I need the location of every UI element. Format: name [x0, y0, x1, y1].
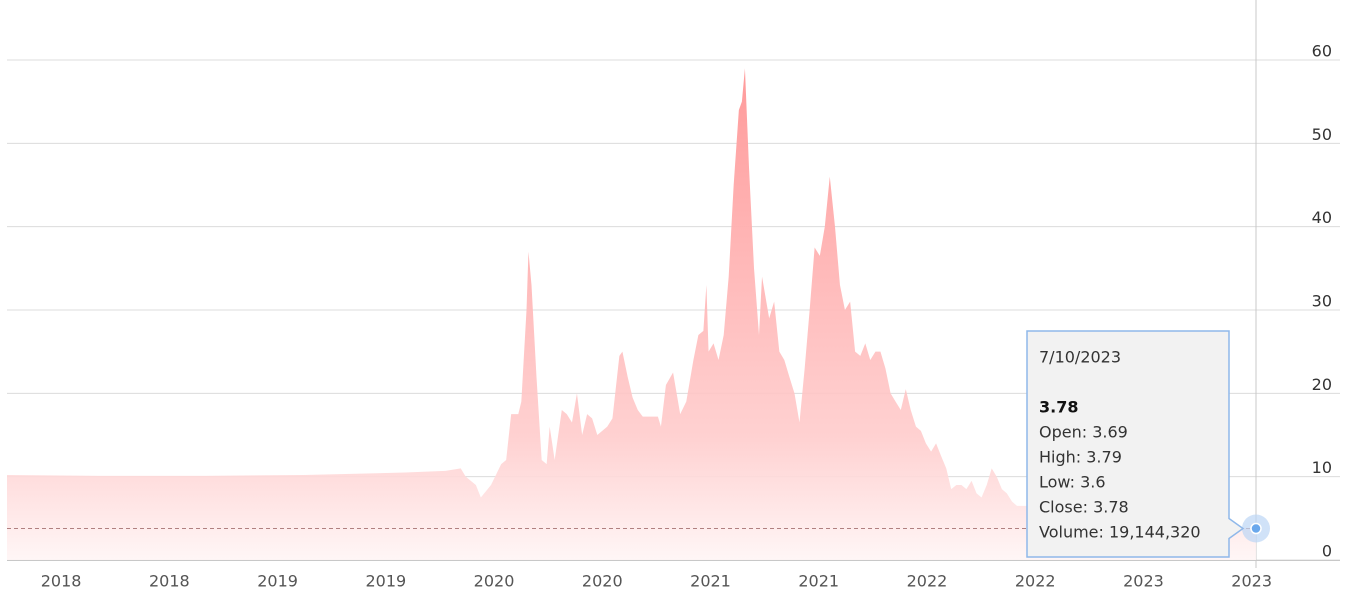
y-tick-label: 20 [1312, 375, 1332, 394]
x-tick-label: 2019 [257, 572, 298, 591]
y-tick-label: 30 [1312, 292, 1332, 311]
x-tick-label: 2021 [798, 572, 839, 591]
x-tick-label: 2018 [149, 572, 190, 591]
y-tick-label: 0 [1322, 542, 1332, 561]
x-tick-label: 2021 [690, 572, 731, 591]
y-tick-label: 10 [1312, 458, 1332, 477]
x-tick-label: 2020 [474, 572, 515, 591]
tooltip-line: Low: 3.6 [1039, 473, 1106, 492]
x-tick-label: 2022 [907, 572, 948, 591]
tooltip-box [1026, 330, 1245, 558]
area [7, 68, 1256, 560]
tooltip-line: Volume: 19,144,320 [1039, 523, 1201, 542]
tooltip-date: 7/10/2023 [1039, 348, 1121, 367]
x-tick-label: 2022 [1015, 572, 1056, 591]
tooltip-line: High: 3.79 [1039, 448, 1122, 467]
y-tick-label: 40 [1312, 208, 1332, 227]
y-tick-label: 50 [1312, 125, 1332, 144]
tooltip-line: Open: 3.69 [1039, 423, 1128, 442]
tooltip-price: 3.78 [1039, 398, 1078, 417]
x-tick-label: 2020 [582, 572, 623, 591]
hover-point [1250, 522, 1262, 535]
tooltip-line: Close: 3.78 [1039, 498, 1129, 517]
x-tick-label: 2023 [1231, 572, 1272, 591]
x-tick-label: 2023 [1123, 572, 1164, 591]
x-tick-label: 2019 [365, 572, 406, 591]
x-tick-label: 2018 [41, 572, 82, 591]
y-tick-label: 60 [1312, 42, 1332, 61]
